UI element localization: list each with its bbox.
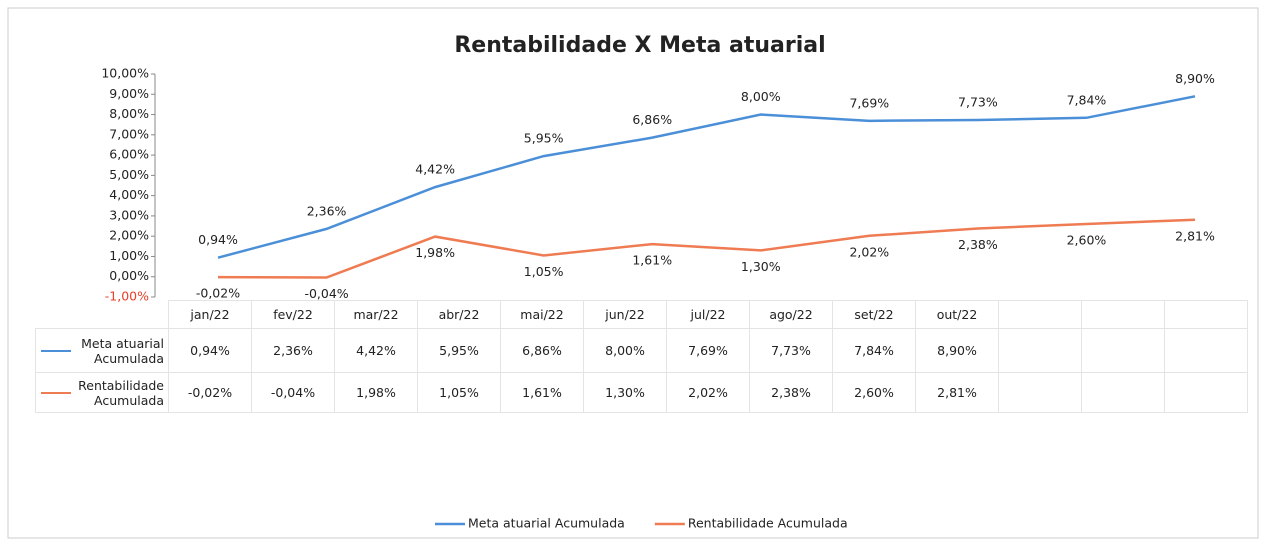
table-value: 2,38%	[749, 372, 833, 413]
table-row: Meta atuarial Acumulada 0,94% 2,36% 4,42% 5,…	[35, 328, 1248, 373]
table-value: 2,60%	[832, 372, 916, 413]
data-table: jan/22 fev/22 mar/22 abr/22 mai/22 jun/22 jul/…	[35, 300, 1248, 413]
category-label: fev/22	[251, 300, 335, 329]
data-label: 7,84%	[1067, 92, 1107, 107]
empty-cell	[998, 328, 1082, 373]
data-label: 2,60%	[1067, 233, 1107, 248]
empty-cell	[998, 300, 1082, 329]
y-tick-label: 7,00%	[109, 126, 149, 141]
empty-cell	[1081, 300, 1165, 329]
line	[217, 95, 1196, 259]
table-value: 4,42%	[334, 328, 418, 373]
table-value: -0,02%	[168, 372, 252, 413]
data-label: 6,86%	[632, 112, 672, 127]
y-tick-label: 0,00%	[109, 268, 149, 283]
chart-border	[7, 7, 1259, 539]
category-label: mai/22	[500, 300, 584, 329]
table-value: 2,36%	[251, 328, 335, 373]
data-label: 2,02%	[849, 244, 889, 259]
data-label: 1,05%	[524, 264, 564, 279]
empty-cell	[1081, 328, 1165, 373]
data-label: 5,95%	[524, 131, 564, 146]
data-label: -0,04%	[304, 286, 348, 301]
category-label: jul/22	[666, 300, 750, 329]
data-label: 2,81%	[1175, 228, 1215, 243]
category-label: out/22	[915, 300, 999, 329]
empty-cell	[1164, 300, 1248, 329]
table-value: 1,61%	[500, 372, 584, 413]
y-tick-label: 9,00%	[109, 86, 149, 101]
table-value: 8,00%	[583, 328, 667, 373]
y-tick-label: 6,00%	[109, 147, 149, 162]
table-value: 7,84%	[832, 328, 916, 373]
table-value: 8,90%	[915, 328, 999, 373]
table-value: 0,94%	[168, 328, 252, 373]
table-value: 1,05%	[417, 372, 501, 413]
data-label: -0,02%	[196, 286, 240, 301]
data-label: 0,94%	[198, 232, 238, 247]
category-label: abr/22	[417, 300, 501, 329]
y-tick-label: -1,00%	[105, 289, 149, 304]
category-label: ago/22	[749, 300, 833, 329]
y-tick-label: 8,00%	[109, 106, 149, 121]
y-tick-label: 5,00%	[109, 167, 149, 182]
legend-key	[41, 349, 71, 352]
table-value: 5,95%	[417, 328, 501, 373]
series-name: Rentabilidade Acumulada	[78, 377, 164, 408]
data-label: 4,42%	[415, 162, 455, 177]
table-header: jan/22 fev/22 mar/22 abr/22 mai/22 jun/22 jul/…	[36, 300, 1248, 329]
category-label: set/22	[832, 300, 916, 329]
series-name: Meta atuarial Acumulada	[81, 335, 164, 366]
empty-cell	[998, 372, 1082, 413]
table-value: 7,73%	[749, 328, 833, 373]
chart-title: Rentabilidade X Meta atuarial	[454, 33, 825, 58]
data-label: 1,61%	[632, 253, 672, 268]
table-value: 2,81%	[915, 372, 999, 413]
data-label: 1,98%	[415, 245, 455, 260]
legend-key	[41, 391, 71, 394]
category-label: mar/22	[334, 300, 418, 329]
legend-label: Rentabilidade Acumulada	[688, 516, 848, 531]
row-header: Meta atuarial Acumulada	[35, 328, 169, 373]
y-tick-label: 4,00%	[109, 187, 149, 202]
table-value: 1,30%	[583, 372, 667, 413]
y-tick-label: 3,00%	[109, 207, 149, 222]
table-value: 1,98%	[334, 372, 418, 413]
data-label: 1,30%	[741, 259, 781, 274]
y-tick-label: 1,00%	[109, 248, 149, 263]
y-tick-label: 2,00%	[109, 228, 149, 243]
table-value: -0,04%	[251, 372, 335, 413]
category-label: jan/22	[168, 300, 252, 329]
line	[217, 218, 1196, 279]
empty-cell	[1164, 372, 1248, 413]
empty-cell	[1164, 328, 1248, 373]
data-label: 2,38%	[958, 237, 998, 252]
table-value: 7,69%	[666, 328, 750, 373]
row-header: Rentabilidade Acumulada	[35, 372, 169, 413]
empty-cell	[1081, 372, 1165, 413]
y-tick-label: 10,00%	[101, 66, 149, 81]
table-value: 2,02%	[666, 372, 750, 413]
category-label: jun/22	[583, 300, 667, 329]
table-row: Rentabilidade Acumulada -0,02% -0,04% 1,98%…	[35, 372, 1248, 413]
legend-label: Meta atuarial Acumulada	[468, 516, 625, 531]
data-label: 7,69%	[849, 95, 889, 110]
table-value: 6,86%	[500, 328, 584, 373]
table-corner	[36, 301, 169, 329]
data-label: 2,36%	[307, 203, 347, 218]
data-label: 7,73%	[958, 95, 998, 110]
data-label: 8,90%	[1175, 71, 1215, 86]
data-label: 8,00%	[741, 89, 781, 104]
